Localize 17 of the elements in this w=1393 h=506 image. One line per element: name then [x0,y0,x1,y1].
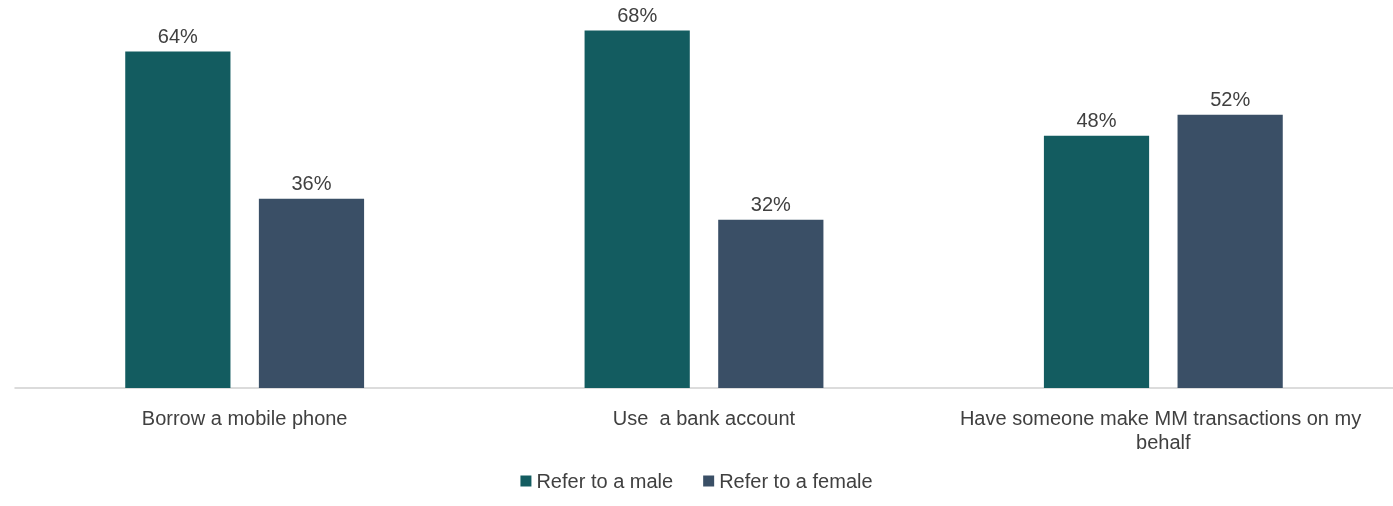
bar [584,30,690,388]
x-tick-label: Borrow a mobile phone [141,407,348,429]
legend-label: Refer to a female [719,470,873,492]
legend-label: Refer to a male [536,470,674,492]
bar [125,51,231,388]
data-label: 48% [1076,108,1117,131]
x-tick-label: Have someone make MM transactions on my behalf [959,407,1367,453]
data-label: 52% [1210,87,1251,110]
data-label: 32% [750,192,792,215]
bar [718,219,824,388]
bar [258,198,365,388]
data-label: 64% [157,24,199,47]
data-label: 36% [291,171,332,194]
bar [1043,135,1150,388]
x-tick-label: Use a bank account [612,407,796,429]
bar [1177,114,1283,388]
data-label: 68% [617,3,658,26]
